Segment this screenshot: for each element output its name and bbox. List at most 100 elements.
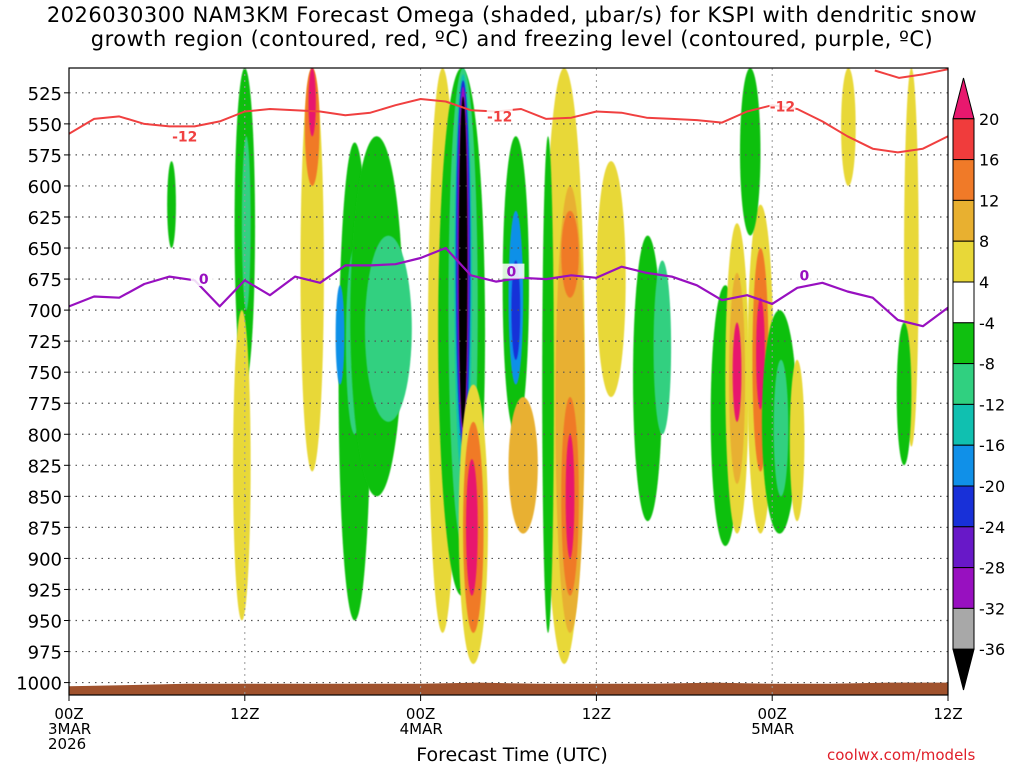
time-tick-label: 12Z <box>933 705 962 723</box>
time-tick-label: 00Z <box>758 705 787 723</box>
pressure-tick-label: 850 <box>28 487 62 508</box>
dgz-contour-label-bg <box>769 98 796 114</box>
pressure-tick-label: 1000 <box>16 674 62 695</box>
colorbar-label: -4 <box>979 314 995 333</box>
dgz-contour-label-bg <box>486 108 513 124</box>
omega-region <box>789 359 805 522</box>
plot-frame <box>68 67 949 696</box>
colorbar-label: -16 <box>979 436 1005 455</box>
pressure-axis: 525 550 575 600 625 650 675 700 725 750 775 800 825 8… <box>16 84 69 695</box>
colorbar-segment <box>952 403 975 446</box>
chart-title-line-1: 2026030300 NAM3KM Forecast Omega (shaded… <box>46 3 978 27</box>
freezing-level-line <box>69 246 948 328</box>
pressure-tick-label: 750 <box>28 363 62 384</box>
omega-region <box>241 136 251 311</box>
omega-region <box>233 310 251 621</box>
time-tick-label: 12Z <box>230 705 259 723</box>
colorbar-label: -32 <box>979 599 1005 618</box>
colorbar-label: -28 <box>979 559 1005 578</box>
pressure-tick-label: 825 <box>28 456 62 477</box>
colorbar-segment <box>952 363 975 405</box>
omega-region <box>732 322 742 422</box>
colorbar-segment <box>952 607 975 650</box>
pressure-tick-label: 575 <box>28 146 62 167</box>
pressure-tick-label: 725 <box>28 332 62 353</box>
freezing-level-label-bg <box>190 271 217 287</box>
freezing-level-label-bg <box>498 263 525 279</box>
time-tick-label: 3MAR <box>48 720 91 738</box>
pressure-tick-label: 950 <box>28 612 62 633</box>
colorbar-label: 12 <box>979 191 999 210</box>
colorbar-segment <box>952 526 975 569</box>
omega-region <box>335 285 345 385</box>
freezing-level-label: 0 <box>507 265 517 281</box>
pressure-tick-label: 700 <box>28 301 62 322</box>
omega-region <box>458 96 468 429</box>
omega-region <box>773 359 789 497</box>
pressure-tick-label: 875 <box>28 518 62 539</box>
time-tick-label: 2026 <box>48 735 86 753</box>
pressure-tick-label: 625 <box>28 208 62 229</box>
colorbar-label: 4 <box>979 273 989 292</box>
colorbar-segment <box>952 240 975 283</box>
colorbar-label: -12 <box>979 395 1005 414</box>
dgz-contour-label: -12 <box>487 109 512 125</box>
omega-region <box>896 322 912 466</box>
colorbar: 20 16 12 8 4 -4 -8 -12 -16 -20 -24 -28 -32 -36 <box>952 77 1005 691</box>
colorbar-label: 8 <box>979 232 989 251</box>
omega-region <box>364 235 412 422</box>
chart-title: 2026030300 NAM3KM Forecast Omega (shaded… <box>0 3 1024 51</box>
omega-region <box>561 210 579 298</box>
omega-region <box>596 161 626 398</box>
dgz-contour-line <box>69 98 948 154</box>
pressure-tick-label: 525 <box>28 84 62 105</box>
colorbar-segment <box>952 159 975 201</box>
pressure-tick-label: 600 <box>28 177 62 198</box>
time-tick-label: 00Z <box>54 705 83 723</box>
dgz-contour-label: -12 <box>172 129 197 145</box>
omega-shading <box>167 68 919 664</box>
pressure-tick-label: 650 <box>28 239 62 260</box>
temperature-contours: -12 -12 -12 0 0 0 <box>69 68 948 328</box>
time-tick-label: 12Z <box>582 705 611 723</box>
pressure-tick-label: 900 <box>28 549 62 570</box>
omega-region <box>511 260 521 360</box>
colorbar-label: -24 <box>979 518 1005 537</box>
omega-region <box>653 260 672 435</box>
chart-title-line-2: growth region (contoured, red, ºC) and f… <box>90 27 934 51</box>
dgz-contour-line <box>874 68 948 79</box>
colorbar-segment <box>952 118 975 161</box>
colorbar-label: -36 <box>979 640 1005 659</box>
omega-region <box>542 136 554 633</box>
omega-region <box>756 297 765 410</box>
omega-region <box>308 68 316 137</box>
pressure-tick-label: 925 <box>28 580 62 601</box>
pressure-tick-label: 675 <box>28 270 62 291</box>
ground-surface <box>69 682 948 695</box>
dgz-contour-label: -12 <box>770 99 795 115</box>
pressure-tick-label: 800 <box>28 425 62 446</box>
omega-region <box>508 397 538 534</box>
omega-region <box>841 68 856 186</box>
omega-region <box>167 161 176 249</box>
ground-layer <box>69 682 948 695</box>
dgz-contour-label-bg <box>171 128 198 144</box>
freezing-level-label-bg <box>791 267 818 283</box>
colorbar-segment <box>952 77 975 120</box>
colorbar-segment <box>952 322 975 365</box>
colorbar-segment <box>952 485 975 528</box>
pressure-tick-label: 550 <box>28 115 62 136</box>
pressure-tick-label: 775 <box>28 394 62 415</box>
colorbar-label: -20 <box>979 477 1005 496</box>
freezing-level-label: 0 <box>800 268 810 284</box>
omega-region <box>300 68 324 472</box>
colorbar-label: 20 <box>979 110 999 129</box>
colorbar-segment <box>952 281 975 324</box>
credit-text: coolwx.com/models <box>827 746 976 764</box>
freezing-level-label: 0 <box>199 272 209 288</box>
colorbar-segment <box>952 444 975 487</box>
colorbar-label: 16 <box>979 151 999 170</box>
pressure-tick-label: 975 <box>28 643 62 664</box>
